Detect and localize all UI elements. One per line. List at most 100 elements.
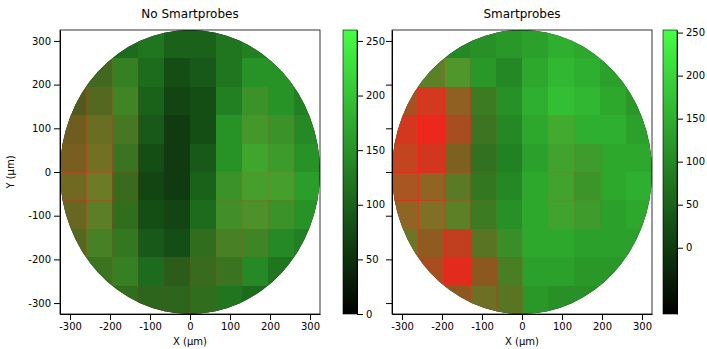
x-tick-mark (270, 314, 271, 320)
red-cell (626, 144, 653, 173)
red-cell (242, 144, 269, 173)
green-cell (418, 115, 445, 144)
red-cell (268, 87, 295, 116)
red-cell (548, 286, 575, 315)
green-cell (496, 144, 523, 173)
green-cell (392, 229, 419, 258)
red-cell (216, 30, 243, 59)
green-cell (392, 172, 419, 201)
x-tick-mark (442, 314, 443, 320)
green-cell (242, 87, 269, 116)
green-cell (216, 30, 243, 59)
colorbar-tick-mark (677, 119, 683, 120)
x-tick-label: 0 (187, 321, 193, 332)
red-cell (164, 286, 191, 315)
red-cell (138, 200, 165, 229)
y-axis-line (60, 31, 61, 315)
x-tick-label: 200 (261, 321, 280, 332)
green-cell (548, 144, 575, 173)
x-tick-mark (642, 314, 643, 320)
colorbar-tick: 150 (677, 113, 705, 124)
y-tick (386, 85, 392, 86)
red-cell (294, 87, 321, 116)
green-cell (112, 115, 139, 144)
red-cell (496, 58, 523, 87)
red-cell (86, 115, 113, 144)
red-cell (60, 144, 87, 173)
red-cell (138, 257, 165, 286)
red-cell (112, 144, 139, 173)
x-tick: 200 (593, 314, 612, 332)
title: No Smartprobes (141, 7, 238, 21)
green-cell (86, 200, 113, 229)
red-cell (242, 257, 269, 286)
red-cell (444, 229, 471, 258)
figure: -300-200-1000100200300-300-200-100010020… (0, 0, 707, 349)
red-cell (600, 115, 627, 144)
green-cell (444, 200, 471, 229)
green-cell (444, 257, 471, 286)
red-cell (164, 58, 191, 87)
red-cell (216, 144, 243, 173)
colorbar-axis: 050100150200250 (357, 31, 385, 320)
colorbar-tick: 100 (677, 156, 705, 167)
red-cell (86, 58, 113, 87)
green-cell (268, 229, 295, 258)
heatmap (60, 30, 321, 315)
y-tick (386, 172, 392, 173)
red-cell (548, 30, 575, 59)
colorbar-tick: 50 (677, 199, 699, 210)
red-cell (60, 87, 87, 116)
red-cell (190, 87, 217, 116)
red-cell (268, 257, 295, 286)
red-cell (164, 87, 191, 116)
green-cell (138, 200, 165, 229)
x-tick: 300 (633, 314, 652, 332)
green-cell (574, 257, 601, 286)
y-tick: 200 (32, 79, 60, 90)
green-cell (522, 200, 549, 229)
green-cell (138, 58, 165, 87)
green-cell (392, 115, 419, 144)
red-cell (574, 200, 601, 229)
green-cell (268, 144, 295, 173)
red-cell (164, 200, 191, 229)
green-cell (86, 229, 113, 258)
green-cell (164, 30, 191, 59)
red-cell (268, 115, 295, 144)
y-tick-mark (54, 128, 60, 129)
red-cell (522, 229, 549, 258)
red-cell (86, 87, 113, 116)
colorbar-tick-mark (677, 33, 683, 34)
red-cell (522, 200, 549, 229)
x-tick: 200 (261, 314, 280, 332)
y-tick-label: -100 (28, 210, 51, 221)
colorbar-tick-label: 50 (366, 254, 379, 265)
green-cell (444, 144, 471, 173)
green-cell (548, 172, 575, 201)
red-cell (522, 58, 549, 87)
colorbar-tick-label: 200 (686, 70, 705, 81)
colorbar-axis-line (357, 31, 358, 315)
green-cell (418, 144, 445, 173)
red-cell (444, 172, 471, 201)
red-cell (522, 172, 549, 201)
red-cell (470, 200, 497, 229)
red-cell (574, 229, 601, 258)
green-cell (112, 58, 139, 87)
red-cell (470, 286, 497, 315)
green-cell (294, 229, 321, 258)
x-axis-label: X (µm) (173, 336, 207, 347)
red-cell (190, 257, 217, 286)
red-cell (496, 115, 523, 144)
red-cell (470, 144, 497, 173)
green-cell (548, 30, 575, 59)
green-cell (548, 87, 575, 116)
red-cell (112, 257, 139, 286)
red-cell (242, 286, 269, 315)
red-cell (522, 286, 549, 315)
red-cell (600, 87, 627, 116)
red-cell (392, 115, 419, 144)
green-cell (496, 58, 523, 87)
red-cell (470, 229, 497, 258)
